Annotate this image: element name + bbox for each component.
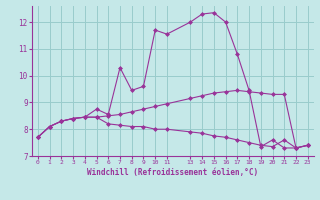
X-axis label: Windchill (Refroidissement éolien,°C): Windchill (Refroidissement éolien,°C) [87,168,258,177]
